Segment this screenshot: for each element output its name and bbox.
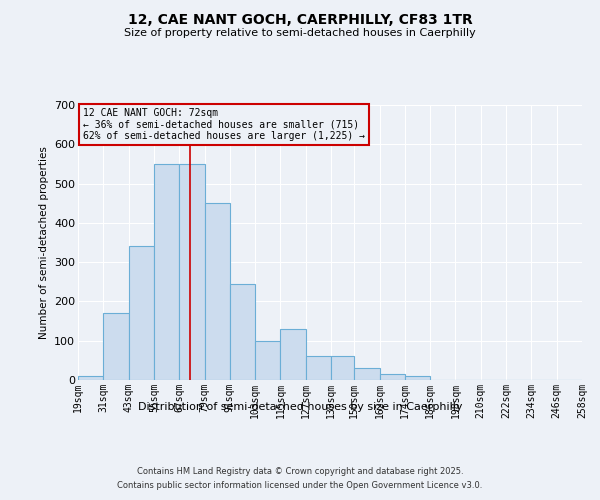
Bar	[205, 203, 230, 380]
Y-axis label: Number of semi-detached properties: Number of semi-detached properties	[38, 146, 49, 339]
Bar	[306, 356, 331, 380]
Bar	[255, 340, 280, 380]
Bar	[179, 164, 205, 380]
Bar	[103, 313, 128, 380]
Bar	[128, 246, 154, 380]
Text: Contains public sector information licensed under the Open Government Licence v3: Contains public sector information licen…	[118, 481, 482, 490]
Bar	[230, 284, 255, 380]
Text: Size of property relative to semi-detached houses in Caerphilly: Size of property relative to semi-detach…	[124, 28, 476, 38]
Text: 12 CAE NANT GOCH: 72sqm
← 36% of semi-detached houses are smaller (715)
62% of s: 12 CAE NANT GOCH: 72sqm ← 36% of semi-de…	[83, 108, 365, 141]
Text: Distribution of semi-detached houses by size in Caerphilly: Distribution of semi-detached houses by …	[138, 402, 462, 412]
Text: Contains HM Land Registry data © Crown copyright and database right 2025.: Contains HM Land Registry data © Crown c…	[137, 468, 463, 476]
Bar	[78, 376, 103, 380]
Bar	[280, 329, 306, 380]
Bar	[405, 376, 430, 380]
Bar	[354, 368, 380, 380]
Bar	[331, 356, 354, 380]
Text: 12, CAE NANT GOCH, CAERPHILLY, CF83 1TR: 12, CAE NANT GOCH, CAERPHILLY, CF83 1TR	[128, 12, 472, 26]
Bar	[380, 374, 405, 380]
Bar	[154, 164, 179, 380]
